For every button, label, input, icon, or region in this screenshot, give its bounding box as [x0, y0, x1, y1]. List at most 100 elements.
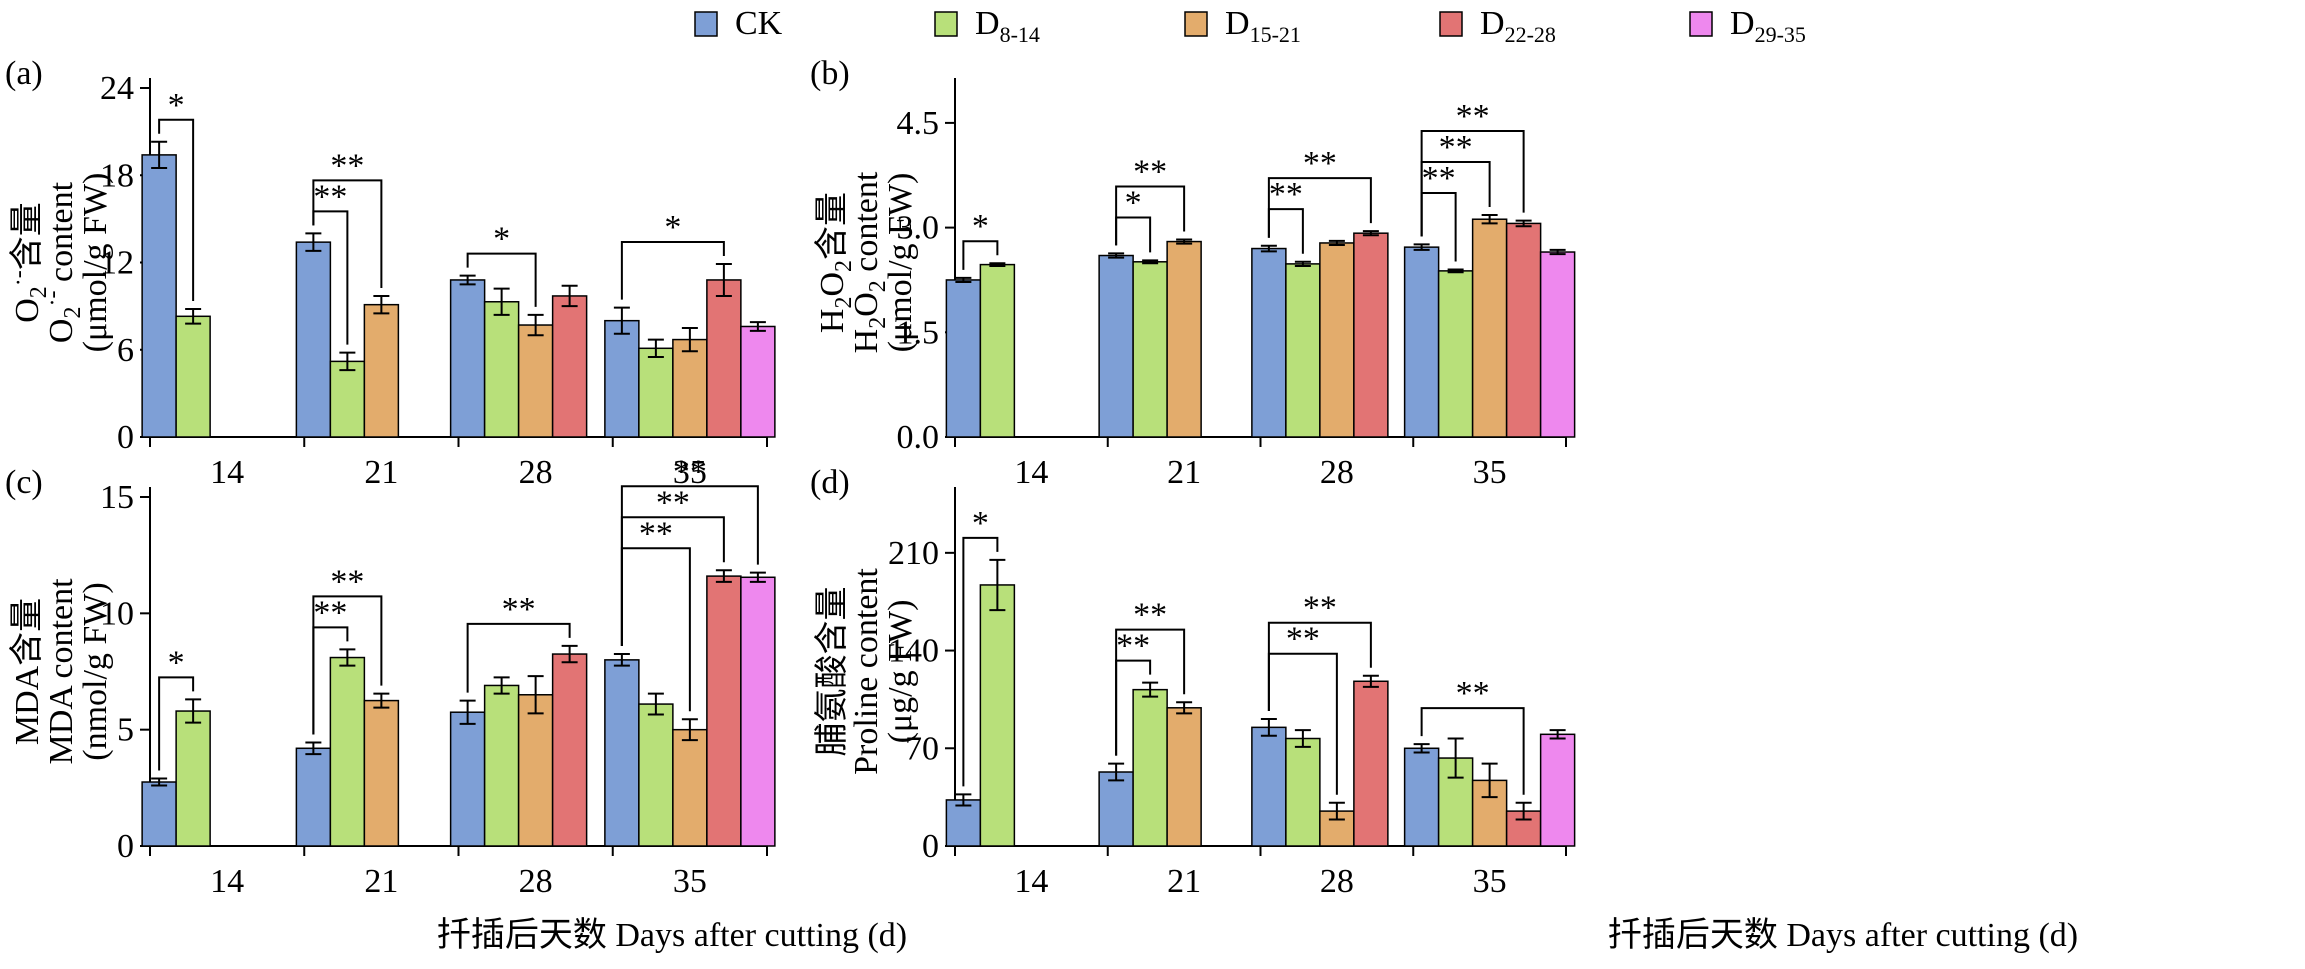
- legend-swatch-0: [694, 11, 718, 37]
- bar: [449, 711, 486, 847]
- significance-bracket: [1420, 130, 1525, 237]
- bar: [638, 347, 674, 438]
- y-tick-label: 18: [100, 157, 134, 194]
- bar: [175, 315, 211, 438]
- significance-bracket: [620, 485, 759, 647]
- bar: [1285, 737, 1321, 847]
- bar: [483, 684, 520, 847]
- bar: [141, 154, 177, 438]
- y-tick-label: 15: [100, 479, 134, 516]
- y-tick-label: 3.0: [897, 210, 940, 247]
- x-tick-label: 21: [364, 454, 398, 491]
- y-axis-title-line-2: Proline content: [848, 568, 885, 775]
- significance-bracket: [312, 595, 383, 735]
- panel-label: (d): [810, 464, 850, 501]
- significance-label: *: [1125, 184, 1142, 221]
- y-tick-label: 12: [100, 245, 134, 282]
- significance-label: **: [1422, 160, 1456, 197]
- significance-label: *: [168, 87, 185, 124]
- significance-label: *: [972, 208, 989, 245]
- x-tick-label: 35: [1473, 454, 1507, 491]
- x-tick-label: 21: [1167, 863, 1201, 900]
- x-tick-label: 35: [673, 863, 707, 900]
- bar: [672, 338, 708, 438]
- bar: [1539, 251, 1576, 438]
- legend-label-1: D8-14: [975, 5, 1040, 47]
- bar: [740, 576, 776, 847]
- legend-label-4: D29-35: [1730, 5, 1806, 47]
- significance-label: **: [1116, 628, 1150, 665]
- significance-label: **: [1133, 597, 1167, 634]
- y-axis-title-line-1: 脯氨酸含量: [813, 587, 851, 757]
- y-axis-title-line-2: H2​O2​ content: [848, 171, 891, 353]
- legend-label-2: D15-21: [1225, 5, 1301, 47]
- y-tick-label: 210: [888, 535, 939, 572]
- significance-label: **: [639, 515, 673, 552]
- bar: [517, 324, 554, 438]
- bar: [1437, 270, 1474, 438]
- bar: [363, 303, 400, 438]
- y-tick-label: 70: [905, 730, 939, 767]
- y-tick-label: 140: [888, 633, 939, 670]
- significance-label: **: [673, 453, 707, 490]
- significance-label: **: [1303, 145, 1337, 182]
- significance-label: *: [664, 209, 681, 246]
- bar: [638, 703, 674, 847]
- significance-bracket: [962, 240, 999, 270]
- significance-bracket: [1115, 216, 1152, 253]
- panel-label: (b): [810, 55, 850, 92]
- bar: [604, 319, 640, 438]
- x-tick-label: 21: [364, 863, 398, 900]
- bar: [175, 710, 211, 847]
- x-tick-label: 28: [519, 454, 553, 491]
- bar: [363, 699, 400, 847]
- x-tick-label: 14: [210, 863, 244, 900]
- x-tick-label: 35: [673, 454, 707, 491]
- bar: [1403, 747, 1440, 847]
- bar: [517, 694, 554, 847]
- y-axis-title-line-1: O2​·-​含量: [6, 202, 52, 323]
- bar: [295, 241, 332, 438]
- bar: [329, 360, 366, 438]
- bar: [1132, 688, 1168, 847]
- bar: [740, 325, 776, 438]
- bar: [1353, 680, 1389, 847]
- significance-label: **: [313, 594, 347, 631]
- panel-label: (a): [5, 55, 43, 92]
- significance-bracket: [158, 676, 195, 771]
- y-axis-title-line-1: H2​O2​含量: [813, 192, 857, 333]
- significance-label: **: [1286, 621, 1320, 658]
- bar: [1471, 218, 1508, 438]
- y-axis-title-line-2: MDA content: [43, 578, 80, 765]
- significance-label: **: [330, 563, 364, 600]
- significance-bracket: [466, 252, 537, 307]
- significance-label: *: [168, 644, 185, 681]
- x-tick-label: 14: [210, 454, 244, 491]
- bar: [604, 659, 640, 847]
- x-tick-label: 35: [1473, 863, 1507, 900]
- bar: [295, 747, 332, 847]
- x-tick-label: 21: [1167, 454, 1201, 491]
- y-axis-title-line-1: MDA含量: [8, 598, 46, 745]
- bar: [979, 263, 1016, 438]
- bar: [483, 301, 520, 438]
- x-tick-label: 28: [1320, 863, 1354, 900]
- significance-bracket: [1267, 621, 1372, 711]
- bar: [1403, 246, 1440, 438]
- y-tick-label: 10: [100, 595, 134, 632]
- significance-label: **: [1456, 98, 1490, 135]
- significance-label: **: [1439, 129, 1473, 166]
- bar: [672, 728, 708, 847]
- significance-bracket: [620, 240, 725, 300]
- x-axis-label-left: 扦插后天数 Days after cutting (d): [437, 916, 907, 954]
- legend-swatch-4: [1689, 11, 1713, 37]
- panel-label: (c): [5, 464, 43, 501]
- bar: [1251, 247, 1287, 438]
- bar: [141, 781, 177, 847]
- legend-swatch-3: [1439, 11, 1463, 37]
- bar: [1251, 726, 1287, 847]
- significance-bracket: [1115, 628, 1186, 756]
